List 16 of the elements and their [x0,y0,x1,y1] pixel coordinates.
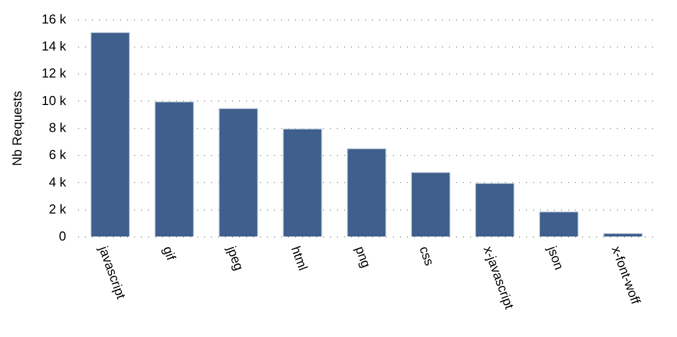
y-tick-label: 0 [58,228,66,244]
y-tick-label: 14 k [42,38,67,54]
x-tick-label: png [352,244,374,270]
y-tick-label: 12 k [42,66,67,81]
y-tick-label: 2 k [48,201,67,216]
x-tick-label: json [544,243,567,272]
x-tick-label: jpeg [224,243,247,272]
y-tick-label: 6 k [48,147,67,162]
y-tick-label: 8 k [48,120,67,135]
x-tick-label: gif [160,244,180,263]
y-tick-label: 10 k [42,92,67,108]
y-tick-label: 4 k [48,174,67,190]
y-tick-label: 16 k [42,11,67,26]
x-tick-label: html [288,244,311,272]
x-tick-label: css [416,244,438,268]
y-axis-title: Nb Requests [9,90,24,166]
